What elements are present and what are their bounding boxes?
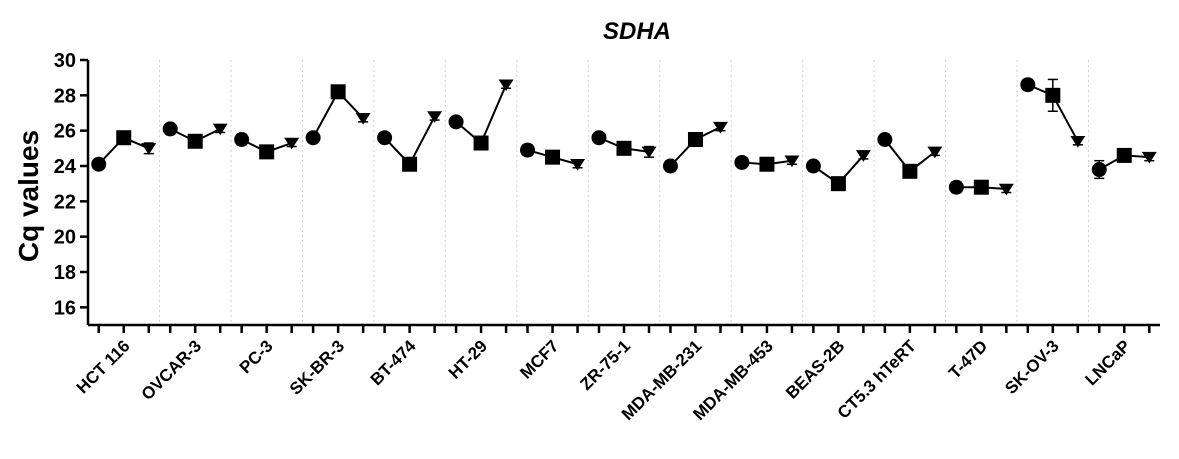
data-point-circle bbox=[877, 132, 893, 147]
data-point-square bbox=[116, 130, 132, 146]
chart-title: SDHA bbox=[603, 18, 671, 45]
data-point-triangle bbox=[284, 137, 300, 150]
y-tick-label: 26 bbox=[54, 121, 76, 143]
data-point-triangle bbox=[1141, 151, 1157, 164]
data-group bbox=[734, 154, 800, 172]
data-group bbox=[948, 179, 1014, 196]
y-tick-label: 22 bbox=[54, 191, 76, 213]
data-point-square bbox=[616, 140, 632, 156]
y-tick-label: 16 bbox=[54, 297, 76, 319]
data-group bbox=[162, 121, 228, 149]
data-group bbox=[591, 130, 657, 159]
x-tick-label: ZR-75-1 bbox=[576, 336, 634, 394]
data-point-square bbox=[473, 135, 489, 151]
y-tick-label: 20 bbox=[54, 227, 76, 249]
data-point-circle bbox=[234, 132, 250, 147]
y-tick-label: 28 bbox=[54, 85, 76, 107]
x-tick-label: T-47D bbox=[945, 336, 991, 382]
data-group bbox=[662, 121, 728, 174]
group-connector-line bbox=[455, 84, 507, 145]
data-point-circle bbox=[162, 121, 178, 137]
data-series bbox=[91, 77, 1157, 196]
data-point-circle bbox=[1020, 77, 1036, 93]
y-tick-label: 24 bbox=[54, 156, 77, 178]
data-point-triangle bbox=[427, 111, 443, 123]
data-group bbox=[305, 84, 371, 146]
x-tick-label: BT-474 bbox=[367, 336, 420, 389]
x-tick-label: SK-BR-3 bbox=[286, 336, 348, 398]
x-tick-label: SK-OV-3 bbox=[1001, 336, 1063, 398]
data-group bbox=[377, 111, 443, 172]
x-tick-label: MCF7 bbox=[516, 336, 562, 382]
axes bbox=[80, 58, 1160, 333]
data-point-circle bbox=[520, 142, 536, 158]
data-point-circle bbox=[662, 158, 678, 174]
data-point-circle bbox=[305, 130, 321, 146]
data-point-triangle bbox=[1070, 136, 1086, 148]
data-point-square bbox=[1045, 87, 1061, 103]
data-point-square bbox=[902, 163, 918, 179]
data-point-circle bbox=[591, 130, 607, 146]
data-point-circle bbox=[448, 114, 464, 130]
data-point-triangle bbox=[784, 155, 800, 168]
y-tick-label: 18 bbox=[54, 262, 76, 284]
x-tick-label: HT-29 bbox=[445, 336, 491, 382]
x-tick-label: BEAS-2B bbox=[782, 336, 848, 402]
data-point-square bbox=[187, 133, 203, 149]
data-point-triangle bbox=[498, 79, 514, 92]
data-point-triangle bbox=[927, 146, 943, 159]
data-point-triangle bbox=[570, 158, 586, 171]
data-point-triangle bbox=[712, 121, 728, 134]
data-group bbox=[448, 79, 514, 151]
data-point-square bbox=[759, 156, 775, 172]
data-point-triangle bbox=[355, 113, 371, 125]
data-point-circle bbox=[377, 130, 393, 146]
data-group bbox=[91, 130, 157, 172]
data-point-triangle bbox=[141, 143, 157, 155]
data-point-square bbox=[830, 176, 846, 192]
data-point-triangle bbox=[998, 183, 1014, 196]
data-point-circle bbox=[805, 158, 821, 174]
data-group bbox=[520, 142, 586, 171]
data-point-square bbox=[330, 84, 346, 100]
data-point-square bbox=[545, 149, 561, 165]
data-point-triangle bbox=[641, 146, 657, 159]
tick-labels: 16 18 20 22 24 26 28 30 HCT 116 OVCAR-3 PC-3 SK-BR-… bbox=[54, 50, 1134, 424]
data-point-circle bbox=[91, 156, 107, 172]
x-tick-label: OVCAR-3 bbox=[138, 336, 206, 404]
x-tick-label: PC-3 bbox=[236, 336, 277, 377]
y-tick-label: 30 bbox=[54, 50, 76, 72]
data-group bbox=[234, 132, 300, 160]
data-group bbox=[1020, 77, 1086, 148]
data-point-triangle bbox=[855, 150, 871, 162]
data-group bbox=[877, 132, 943, 179]
data-group bbox=[1091, 147, 1157, 180]
data-point-square bbox=[687, 132, 703, 147]
x-tick-label: LNCaP bbox=[1081, 336, 1134, 389]
data-point-square bbox=[402, 156, 418, 172]
grid-lines bbox=[158, 60, 1090, 325]
data-point-square bbox=[259, 144, 275, 160]
data-point-square bbox=[973, 179, 989, 195]
data-point-triangle bbox=[212, 123, 228, 136]
data-point-circle bbox=[1091, 162, 1107, 178]
data-point-circle bbox=[734, 154, 750, 170]
data-point-square bbox=[1116, 147, 1132, 163]
data-group bbox=[805, 150, 871, 192]
y-axis-label: Cq values bbox=[13, 130, 44, 262]
data-point-circle bbox=[948, 179, 964, 195]
x-tick-label: HCT 116 bbox=[73, 336, 134, 397]
